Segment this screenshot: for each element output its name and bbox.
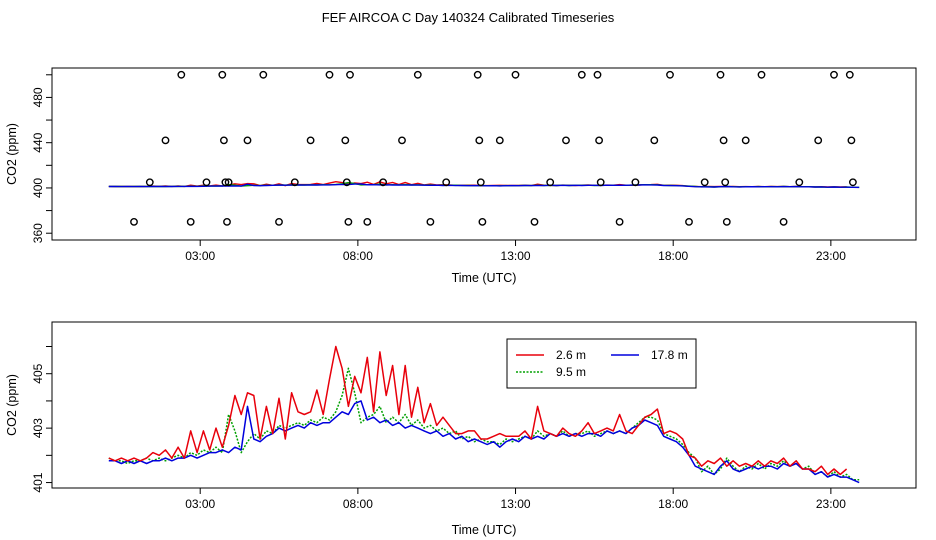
- x-tick-label: 08:00: [343, 249, 373, 263]
- calibration-point: [223, 217, 231, 226]
- calibration-point: [562, 136, 570, 145]
- calibration-point: [202, 178, 211, 187]
- calibration-point: [398, 136, 406, 145]
- calibration-point: [306, 136, 315, 145]
- calibration-point: [224, 178, 233, 187]
- calibration-point: [650, 136, 659, 145]
- calibration-point: [849, 178, 857, 187]
- calibration-point: [478, 217, 487, 226]
- calibration-point: [413, 70, 422, 79]
- y-tick-label: 360: [31, 223, 45, 243]
- plot-frame: [51, 67, 917, 241]
- calibration-point: [495, 136, 504, 145]
- calibration-point: [426, 217, 435, 226]
- calibration-point: [342, 178, 351, 187]
- calibration-point: [546, 178, 555, 187]
- calibration-point: [379, 178, 387, 187]
- data-marks: [108, 70, 860, 226]
- y-tick-label: 401: [31, 472, 45, 492]
- calibration-point: [577, 70, 586, 79]
- legend-box: [506, 338, 697, 389]
- calibration-point: [722, 217, 731, 226]
- calibration-point: [847, 136, 856, 145]
- x-tick-label: 03:00: [185, 497, 215, 511]
- calibration-point: [186, 217, 195, 226]
- calibration-point: [341, 136, 350, 145]
- x-tick-label: 03:00: [185, 249, 215, 263]
- calibration-point: [700, 178, 709, 187]
- y-tick-label: 440: [31, 132, 45, 152]
- calibration-point: [814, 136, 823, 145]
- calibration-point: [685, 217, 693, 226]
- y-tick-label: 405: [31, 363, 45, 383]
- calibration-point: [631, 178, 640, 187]
- calibration-point: [721, 178, 730, 187]
- y-axis-label: CO2 (ppm): [5, 374, 19, 436]
- plot-frame: [51, 321, 917, 489]
- series-line-2-6-m: [108, 345, 848, 476]
- calibration-point: [779, 217, 788, 226]
- calibration-point: [177, 70, 186, 79]
- x-axis-label: Time (UTC): [452, 271, 517, 285]
- series-line-9-5-m: [108, 367, 860, 481]
- legend: 2.6 m 17.8 m 9.5 m: [506, 338, 697, 389]
- x-tick-label: 23:00: [816, 249, 846, 263]
- calibration-panel: CO2 (ppm) Time (UTC) 03:00 08:00 13:00 18:0…: [5, 67, 917, 285]
- calibration-point: [363, 217, 372, 226]
- legend-label: 17.8 m: [651, 348, 688, 362]
- calibration-point: [275, 217, 283, 226]
- calibration-point: [145, 178, 154, 187]
- x-tick-label: 18:00: [658, 497, 688, 511]
- axes: 03:00 08:00 13:00 18:00 23:00 360 400 440 480: [31, 74, 846, 263]
- legend-label: 2.6 m: [556, 348, 586, 362]
- timeseries-panel: CO2 (ppm) Time (UTC) 03:00 08:00 13:00 18:0…: [5, 321, 917, 537]
- calibration-point: [130, 217, 138, 226]
- calibration-point: [741, 136, 750, 145]
- x-tick-label: 13:00: [501, 249, 531, 263]
- calibration-point: [346, 70, 354, 79]
- calibration-point: [830, 70, 838, 79]
- x-tick-label: 23:00: [816, 497, 846, 511]
- calibration-point: [325, 70, 334, 79]
- calibration-point: [511, 70, 520, 79]
- calibration-point: [218, 70, 227, 79]
- axes: 03:00 08:00 13:00 18:00 23:00 401 403 405: [31, 345, 846, 511]
- calibration-point: [219, 136, 228, 145]
- calibration-point: [161, 136, 170, 145]
- calibration-point: [666, 70, 674, 79]
- chart-title: FEF AIRCOA C Day 140324 Calibrated Times…: [322, 10, 615, 25]
- calibration-point: [596, 178, 605, 187]
- x-tick-label: 18:00: [658, 249, 688, 263]
- data-marks: [108, 345, 860, 484]
- calibration-point: [476, 178, 485, 187]
- y-tick-label: 480: [31, 87, 45, 107]
- calibration-point: [290, 178, 299, 187]
- calibration-point: [344, 217, 353, 226]
- calibration-point: [243, 136, 252, 145]
- calibration-point: [845, 70, 854, 79]
- calibration-point: [259, 70, 268, 79]
- calibration-point: [757, 70, 766, 79]
- calibration-point: [716, 70, 725, 79]
- calibration-point: [595, 136, 603, 145]
- calibration-point: [530, 217, 539, 226]
- y-tick-label: 403: [31, 418, 45, 438]
- calibration-point: [615, 217, 624, 226]
- calibration-point: [795, 178, 804, 187]
- series-line-17-8-m: [108, 400, 860, 484]
- y-axis-label: CO2 (ppm): [5, 123, 19, 185]
- calibration-point: [719, 136, 728, 145]
- calibration-point: [221, 178, 230, 187]
- x-tick-label: 08:00: [343, 497, 373, 511]
- calibration-point: [473, 70, 482, 79]
- x-tick-label: 13:00: [501, 497, 531, 511]
- x-axis-label: Time (UTC): [452, 523, 517, 537]
- legend-label: 9.5 m: [556, 365, 586, 379]
- calibration-point: [593, 70, 602, 79]
- y-tick-label: 400: [31, 178, 45, 198]
- calibration-point: [442, 178, 451, 187]
- series-line: [108, 183, 860, 189]
- calibration-point: [475, 136, 484, 145]
